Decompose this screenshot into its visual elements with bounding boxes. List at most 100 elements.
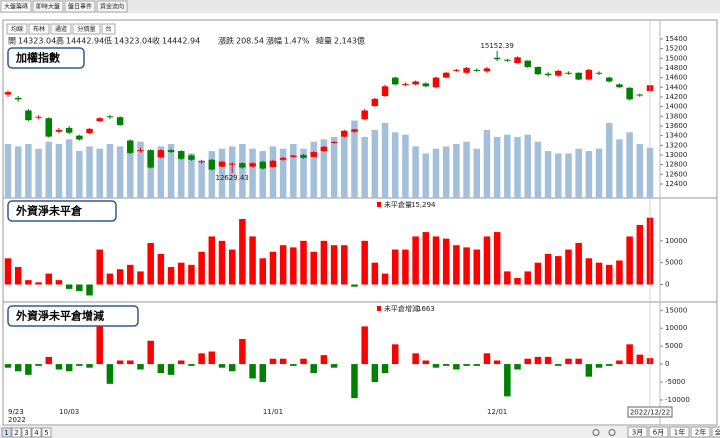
bar: [96, 326, 103, 365]
volume-bar: [555, 153, 562, 198]
range-label[interactable]: 6月: [653, 429, 664, 437]
bar: [422, 232, 430, 285]
tool-button[interactable]: [101, 23, 116, 35]
candle-body: [310, 152, 317, 157]
page-button[interactable]: [11, 427, 22, 438]
page-button[interactable]: [31, 427, 42, 438]
tool-label[interactable]: 通道: [55, 25, 67, 33]
tool-label[interactable]: 布林: [33, 25, 45, 33]
candle-body: [351, 129, 358, 132]
range-label[interactable]: 3月: [632, 429, 643, 437]
tool-button[interactable]: [50, 23, 72, 35]
page-label[interactable]: 4: [34, 429, 39, 437]
volume-bar: [116, 146, 124, 198]
volume-bar: [167, 144, 175, 198]
range-button[interactable]: [711, 426, 720, 438]
volume-bar: [208, 151, 216, 198]
legend-swatch: [377, 202, 381, 207]
bar: [544, 356, 552, 365]
tab-label[interactable]: 大盤籌碼: [4, 3, 28, 11]
volume-bar: [381, 122, 389, 198]
tab[interactable]: [0, 0, 32, 13]
range-button[interactable]: [690, 426, 711, 438]
y-tick-label: 14200: [665, 93, 687, 101]
page-button[interactable]: [1, 427, 12, 438]
candle-body: [25, 110, 32, 121]
bar: [473, 249, 481, 285]
volume-bar: [279, 148, 287, 198]
bar: [188, 364, 195, 366]
tool-label[interactable]: 分價量: [77, 25, 95, 33]
bar: [157, 253, 165, 285]
bar: [290, 247, 297, 285]
page-label[interactable]: 2: [14, 429, 18, 437]
candle-body: [605, 77, 613, 82]
bar: [167, 267, 175, 285]
bar: [14, 364, 22, 372]
bar: [65, 364, 73, 372]
tool-button[interactable]: [6, 23, 28, 35]
tab[interactable]: [32, 0, 64, 13]
volume-bar: [504, 134, 511, 198]
tool-button[interactable]: [72, 23, 101, 35]
bar: [127, 360, 134, 365]
candle-body: [453, 69, 460, 71]
range-button[interactable]: [648, 426, 669, 438]
bar: [249, 236, 256, 285]
range-label[interactable]: 全部: [715, 428, 720, 437]
range-label[interactable]: 1年: [674, 428, 685, 437]
page-label[interactable]: 1: [4, 429, 8, 437]
bar: [605, 364, 613, 366]
candle-body: [65, 127, 73, 133]
tab-label[interactable]: 盤日事件: [68, 3, 92, 11]
y-tick-label: 13600: [665, 122, 687, 130]
crosshair-date-box: [627, 406, 673, 418]
tab[interactable]: [64, 0, 96, 13]
tool-button[interactable]: [28, 23, 50, 35]
volume-bar: [493, 136, 501, 198]
bar: [198, 251, 205, 285]
info-name: 漲幅: [266, 36, 282, 46]
tab-label[interactable]: 資金流向: [100, 3, 124, 11]
bar: [504, 364, 511, 397]
zoom-icon[interactable]: [608, 429, 616, 436]
volume-bar: [473, 148, 481, 198]
y-tick-label: 5000: [665, 342, 683, 350]
volume-bar: [402, 134, 409, 198]
page-label[interactable]: 3: [24, 429, 28, 437]
candle-body: [544, 73, 552, 76]
info-value: 14323.04: [114, 37, 152, 46]
bar: [65, 284, 73, 289]
bar: [555, 256, 562, 285]
page-button[interactable]: [21, 427, 32, 438]
bar: [605, 264, 613, 285]
x-tick-label: 9/23: [8, 408, 24, 416]
range-label[interactable]: 2年: [695, 428, 706, 437]
candle-body: [239, 163, 246, 168]
tool-label[interactable]: 均線: [11, 25, 23, 33]
info-name: 總量: [316, 36, 332, 46]
tab[interactable]: [96, 0, 128, 13]
volume-bar: [76, 151, 83, 198]
tab-label[interactable]: 即時大盤: [36, 3, 60, 11]
zoom-icon[interactable]: [592, 429, 600, 436]
page-button[interactable]: [41, 427, 52, 438]
volume-bar: [137, 141, 144, 198]
candle-body: [177, 151, 185, 159]
y-tick-label: 14400: [665, 83, 687, 91]
candle-body: [534, 66, 542, 75]
tool-label[interactable]: 台: [105, 25, 111, 33]
volume-bar: [177, 151, 185, 198]
volume-bar: [25, 144, 32, 198]
y-tick-label: 12400: [665, 180, 687, 188]
volume-bar: [565, 153, 572, 198]
range-button[interactable]: [627, 426, 648, 438]
y-tick-label: 12800: [665, 161, 687, 169]
bottom-bar: [0, 426, 720, 438]
range-button[interactable]: [669, 426, 690, 438]
y-tick-label: 13400: [665, 132, 687, 140]
page-label[interactable]: 5: [44, 429, 48, 437]
bar: [106, 364, 114, 384]
candle-body: [626, 87, 633, 100]
volume-bar: [351, 120, 358, 198]
